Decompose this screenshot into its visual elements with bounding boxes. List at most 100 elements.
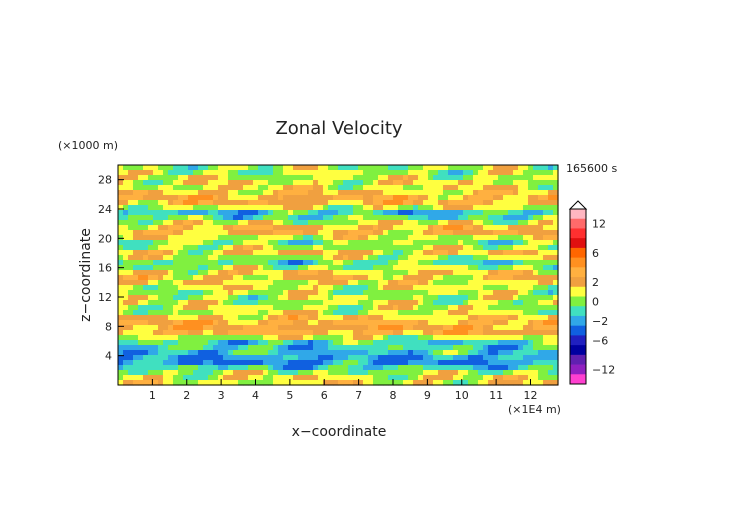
contour-cell [223,165,229,171]
contour-cell [228,205,234,211]
contour-cell [288,220,294,226]
contour-cell [368,355,374,361]
contour-cell [478,255,484,261]
contour-cell [333,220,339,226]
colorbar-label: 12 [592,218,606,231]
contour-cell [368,325,374,331]
contour-cell [293,355,299,361]
contour-cell [493,235,499,241]
contour-cell [393,335,399,341]
contour-cell [233,280,239,286]
contour-cell [303,225,309,231]
contour-cell [458,225,464,231]
contour-cell [473,255,479,261]
contour-cell [448,315,454,321]
contour-cell [178,350,184,356]
contour-cell [423,275,429,281]
contour-cell [358,205,364,211]
contour-cell [273,210,279,216]
contour-cell [433,175,439,181]
contour-cell [333,330,339,336]
contour-cell [133,280,139,286]
contour-cell [213,275,219,281]
contour-cell [248,315,254,321]
contour-cell [233,190,239,196]
contour-cell [313,240,319,246]
contour-cell [473,335,479,341]
contour-cell [238,280,244,286]
contour-cell [328,300,334,306]
contour-cell [218,285,224,291]
contour-cell [198,215,204,221]
x-tick-label: 6 [321,389,328,402]
contour-cell [388,240,394,246]
contour-cell [338,200,344,206]
contour-cell [318,305,324,311]
contour-cell [508,295,514,301]
contour-cell [448,165,454,171]
contour-cell [183,350,189,356]
contour-cell [393,330,399,336]
contour-cell [183,250,189,256]
contour-cell [248,325,254,331]
contour-cell [198,175,204,181]
contour-cell [413,365,419,371]
contour-cell [433,225,439,231]
contour-cell [438,340,444,346]
contour-cell [353,215,359,221]
contour-cell [258,170,264,176]
contour-cell [163,370,169,376]
contour-cell [463,310,469,316]
contour-cell [463,170,469,176]
contour-cell [533,295,539,301]
contour-cell [218,345,224,351]
contour-cell [438,260,444,266]
contour-cell [518,255,524,261]
contour-cell [128,180,134,186]
y-tick-label: 8 [105,320,112,333]
contour-cell [553,305,559,311]
contour-cell [313,210,319,216]
contour-cell [208,190,214,196]
contour-cell [343,245,349,251]
contour-cell [168,190,174,196]
contour-cell [163,210,169,216]
contour-cell [488,320,494,326]
contour-cell [498,330,504,336]
contour-cell [403,180,409,186]
contour-cell [398,380,404,386]
contour-cell [548,340,554,346]
contour-cell [493,180,499,186]
contour-cell [383,235,389,241]
contour-cell [213,220,219,226]
contour-cell [538,350,544,356]
contour-cell [303,270,309,276]
contour-cell [408,200,414,206]
contour-cell [293,300,299,306]
contour-cell [338,280,344,286]
contour-cell [503,285,509,291]
contour-cell [463,230,469,236]
contour-cell [193,380,199,386]
contour-cell [503,275,509,281]
contour-cell [148,210,154,216]
contour-cell [343,285,349,291]
contour-cell [438,175,444,181]
contour-cell [503,180,509,186]
contour-cell [403,190,409,196]
contour-cell [133,175,139,181]
time-label: 165600 s [566,162,617,175]
contour-cell [273,345,279,351]
contour-cell [213,200,219,206]
contour-cell [188,295,194,301]
contour-cell [138,175,144,181]
contour-cell [193,305,199,311]
contour-cell [398,165,404,171]
contour-cell [348,380,354,386]
contour-cell [208,335,214,341]
contour-cell [388,285,394,291]
contour-cell [418,370,424,376]
contour-cell [388,295,394,301]
contour-cell [188,180,194,186]
contour-cell [178,345,184,351]
